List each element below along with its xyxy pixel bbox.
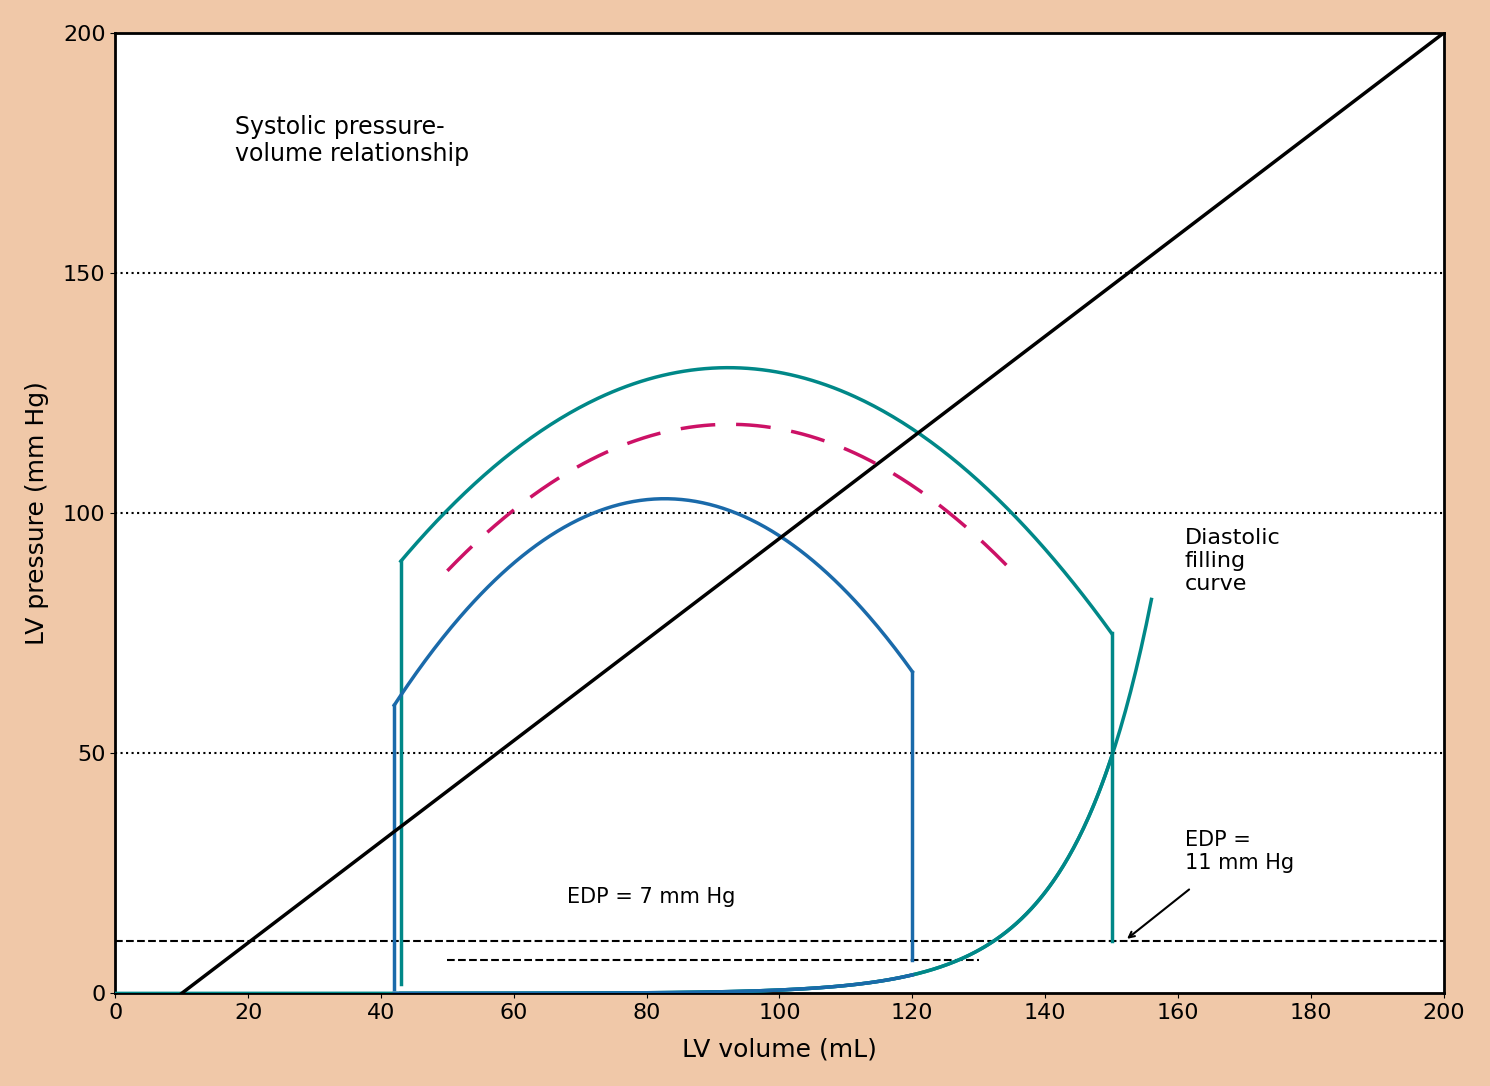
- X-axis label: LV volume (mL): LV volume (mL): [682, 1037, 878, 1061]
- Text: EDP = 7 mm Hg: EDP = 7 mm Hg: [566, 887, 735, 907]
- Y-axis label: LV pressure (mm Hg): LV pressure (mm Hg): [25, 381, 49, 645]
- Text: EDP =
11 mm Hg: EDP = 11 mm Hg: [1185, 830, 1293, 873]
- Text: Systolic pressure-
volume relationship: Systolic pressure- volume relationship: [235, 115, 469, 166]
- Text: Diastolic
filling
curve: Diastolic filling curve: [1185, 528, 1280, 594]
